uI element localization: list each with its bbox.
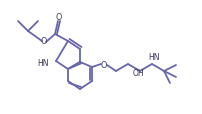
Text: HN: HN — [37, 59, 49, 68]
Text: O: O — [100, 60, 107, 69]
Text: O: O — [41, 36, 47, 45]
Text: O: O — [56, 12, 62, 21]
Text: OH: OH — [132, 68, 143, 77]
Text: HN: HN — [147, 52, 159, 61]
